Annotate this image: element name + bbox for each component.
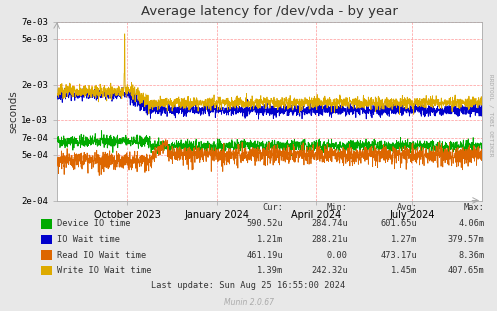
Text: Last update: Sun Aug 25 16:55:00 2024: Last update: Sun Aug 25 16:55:00 2024 <box>152 281 345 290</box>
Text: Min:: Min: <box>327 203 348 212</box>
Text: 242.32u: 242.32u <box>311 266 348 275</box>
Text: 601.65u: 601.65u <box>381 220 417 228</box>
Text: Munin 2.0.67: Munin 2.0.67 <box>224 298 273 307</box>
Text: 4.06m: 4.06m <box>458 220 485 228</box>
Text: 284.74u: 284.74u <box>311 220 348 228</box>
Text: 1.45m: 1.45m <box>391 266 417 275</box>
Text: 1.27m: 1.27m <box>391 235 417 244</box>
Text: Avg:: Avg: <box>397 203 417 212</box>
Text: Device IO time: Device IO time <box>57 220 131 228</box>
Text: 288.21u: 288.21u <box>311 235 348 244</box>
Y-axis label: seconds: seconds <box>8 90 18 132</box>
Text: Read IO Wait time: Read IO Wait time <box>57 251 147 259</box>
Text: 1.21m: 1.21m <box>257 235 283 244</box>
Text: Cur:: Cur: <box>262 203 283 212</box>
Text: Max:: Max: <box>464 203 485 212</box>
Text: 590.52u: 590.52u <box>247 220 283 228</box>
Text: 473.17u: 473.17u <box>381 251 417 259</box>
Text: 461.19u: 461.19u <box>247 251 283 259</box>
Text: 8.36m: 8.36m <box>458 251 485 259</box>
Text: Write IO Wait time: Write IO Wait time <box>57 266 152 275</box>
Title: Average latency for /dev/vda - by year: Average latency for /dev/vda - by year <box>141 5 398 18</box>
Text: 1.39m: 1.39m <box>257 266 283 275</box>
Text: IO Wait time: IO Wait time <box>57 235 120 244</box>
Text: 0.00: 0.00 <box>327 251 348 259</box>
Text: 407.65m: 407.65m <box>448 266 485 275</box>
Text: RRDTOOL / TOBI OETIKER: RRDTOOL / TOBI OETIKER <box>488 74 493 156</box>
Text: 379.57m: 379.57m <box>448 235 485 244</box>
